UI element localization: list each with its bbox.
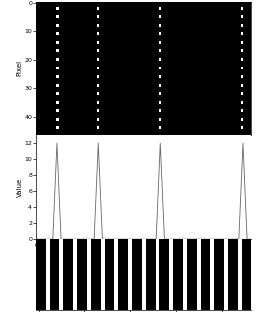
Bar bbox=[210, 239, 214, 310]
X-axis label: Time Step: Time Step bbox=[126, 146, 161, 152]
Bar bbox=[155, 239, 159, 310]
Bar bbox=[101, 239, 105, 310]
Bar bbox=[128, 239, 132, 310]
Bar bbox=[197, 239, 200, 310]
Bar bbox=[238, 239, 242, 310]
Text: (b) First principal component of the simple sample data.: (b) First principal component of the sim… bbox=[36, 264, 251, 273]
Y-axis label: Pixel: Pixel bbox=[17, 60, 23, 76]
Bar bbox=[73, 239, 77, 310]
Y-axis label: Value: Value bbox=[17, 178, 23, 197]
Text: (a) Generated synthetic data.: (a) Generated synthetic data. bbox=[87, 160, 200, 169]
Bar bbox=[183, 239, 187, 310]
X-axis label: Time Step: Time Step bbox=[126, 250, 161, 256]
Bar bbox=[142, 239, 146, 310]
Bar bbox=[114, 239, 118, 310]
Bar bbox=[224, 239, 228, 310]
Bar bbox=[169, 239, 173, 310]
Bar bbox=[46, 239, 50, 310]
Bar bbox=[87, 239, 91, 310]
Bar bbox=[60, 239, 63, 310]
